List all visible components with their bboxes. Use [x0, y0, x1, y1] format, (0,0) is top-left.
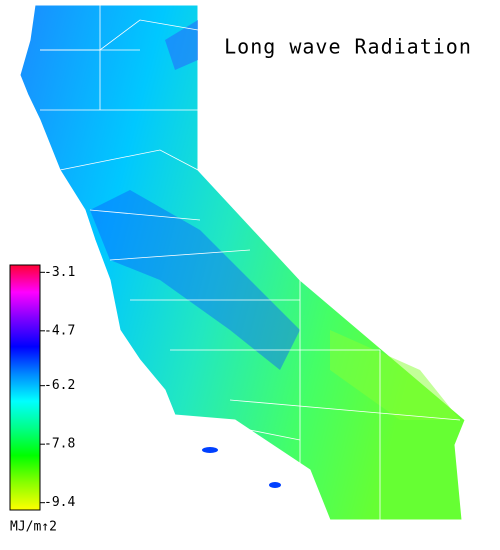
county-lines [40, 5, 461, 520]
sierra [165, 20, 198, 70]
colorbar-tick-label: -4.7 [44, 323, 75, 338]
colorbar-unit: MJ/m↑2 [10, 520, 57, 535]
island [269, 482, 281, 488]
colorbar-tick-label: -9.4 [44, 495, 75, 510]
colorbar-tick-label: -6.2 [44, 378, 75, 393]
desert [330, 330, 460, 420]
state-shape [19, 4, 466, 521]
map-title: Long wave Radiation [224, 35, 472, 59]
california [19, 4, 466, 521]
colorbar [9, 264, 41, 511]
colorbar-tick-label: -7.8 [44, 437, 75, 452]
central-valley [90, 190, 300, 370]
colorbar-tick-label: -3.1 [44, 265, 75, 280]
island [202, 447, 218, 453]
